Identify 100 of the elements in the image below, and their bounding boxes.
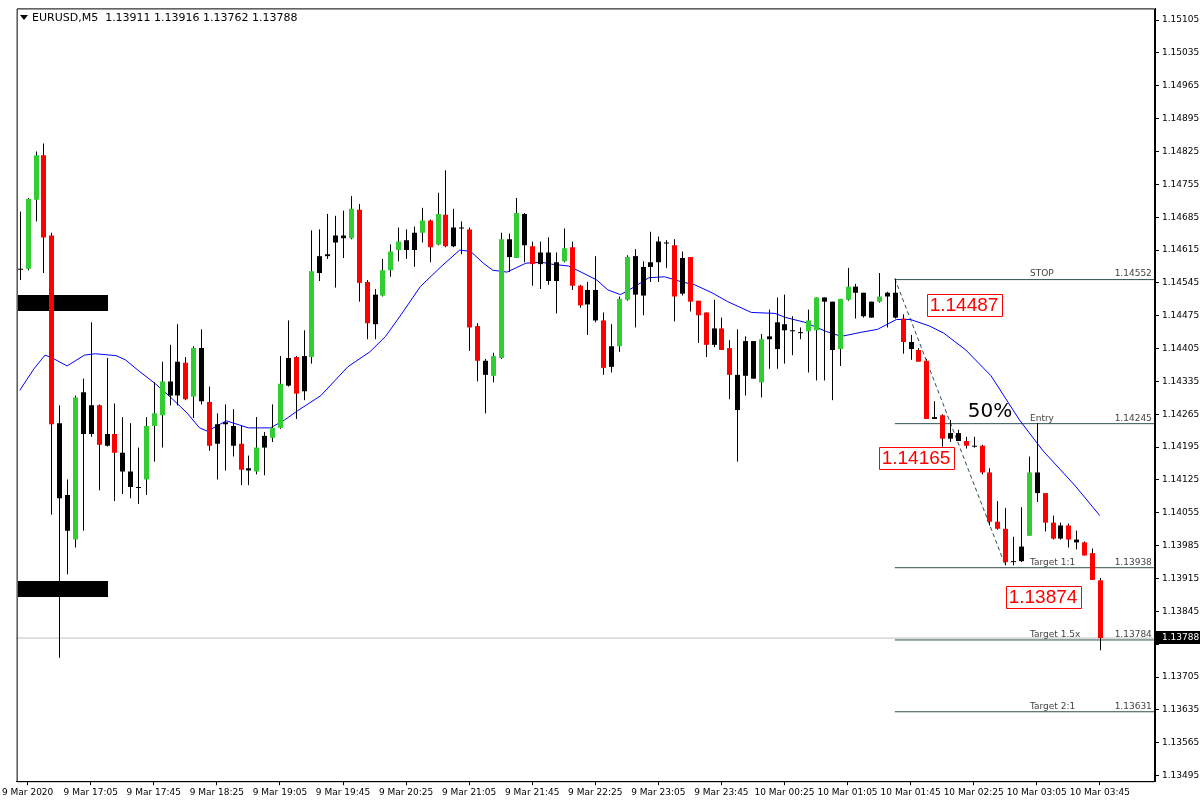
y-tick-label: 1.14055 (1162, 507, 1200, 518)
annotation: 1.14165 (881, 447, 951, 469)
x-tick-label: 9 Mar 22:25 (568, 786, 623, 797)
annotation: 1.14245 (1114, 412, 1152, 423)
x-tick-label: 9 Mar 21:45 (505, 786, 560, 797)
x-tick-label: 9 Mar 18:25 (189, 786, 245, 797)
candlestick (609, 323, 614, 374)
x-tick-label: 9 Mar 23:05 (631, 786, 686, 797)
candlestick (270, 403, 275, 443)
candlestick (262, 431, 267, 476)
candlestick (136, 447, 141, 505)
candlestick (782, 294, 787, 365)
y-tick-label: 1.13705 (1162, 671, 1200, 682)
candlestick (901, 313, 906, 355)
x-tick-label: 9 Mar 23:45 (694, 786, 749, 797)
candlestick (995, 500, 1000, 531)
candlestick (972, 436, 977, 449)
candlestick (877, 272, 882, 304)
x-tick-label: 10 Mar 03:45 (1069, 786, 1130, 797)
x-tick-label: 9 Mar 17:05 (63, 786, 118, 797)
candlestick (554, 251, 559, 314)
annotation: 1.14487 (929, 294, 999, 316)
candlestick (538, 241, 543, 290)
candlestick (388, 243, 393, 278)
candlestick (712, 299, 717, 348)
candlestick (420, 207, 425, 244)
candlestick (223, 403, 228, 472)
candlestick (112, 402, 117, 502)
y-tick-label: 1.14965 (1162, 80, 1200, 91)
annotation: 1.13938 (1114, 556, 1153, 567)
y-tick-label: 1.15035 (1162, 47, 1200, 58)
candlestick (585, 281, 590, 336)
y-tick-label: 1.14825 (1162, 145, 1200, 156)
chart-title: EURUSD,M5 1.13911 1.13916 1.13762 1.13788 (32, 11, 298, 24)
candlestick (798, 326, 803, 340)
candlestick (1035, 422, 1040, 503)
candlestick (948, 419, 953, 443)
x-tick-label: 10 Mar 01:45 (880, 786, 941, 797)
series-label: Target 1.5x (1029, 628, 1082, 639)
x-tick-label: 9 Mar 2020 (1, 786, 54, 797)
y-tick-label: 1.14265 (1162, 408, 1200, 419)
candlestick (648, 231, 653, 283)
candlestick (1066, 523, 1071, 549)
candlestick (1019, 506, 1024, 563)
candlestick (120, 416, 125, 495)
candlestick (231, 408, 236, 457)
candlestick (696, 300, 701, 344)
candlestick (483, 358, 488, 414)
y-tick-label: 1.14755 (1162, 178, 1200, 189)
candlestick (846, 267, 851, 302)
y-tick-label: 1.14685 (1162, 211, 1200, 222)
y-tick-label: 1.14615 (1162, 244, 1200, 255)
candlestick (459, 220, 464, 255)
candlestick (254, 416, 259, 475)
annotation: 1.13874 (1008, 586, 1078, 608)
candlestick (451, 208, 456, 248)
y-tick-label: 1.14335 (1162, 375, 1200, 386)
candlestick (333, 215, 338, 289)
candlestick (822, 296, 827, 381)
annotation: 1.13631 (1114, 700, 1152, 711)
candlestick (396, 227, 401, 262)
series-label: Target 2:1 (1029, 700, 1076, 711)
y-tick-label: 1.13788 (1162, 632, 1200, 643)
candlestick (215, 412, 220, 480)
series-label: STOP (1030, 268, 1055, 279)
series-label: Target 1:1 (1029, 556, 1076, 567)
x-tick-label: 10 Mar 00:25 (754, 786, 815, 797)
series-label: Entry (1030, 412, 1055, 423)
candlestick (806, 309, 811, 374)
candlestick (1011, 536, 1016, 566)
candlestick (105, 357, 110, 448)
candlestick (767, 309, 772, 370)
y-tick-label: 1.14475 (1162, 310, 1200, 321)
candlestick (530, 241, 535, 287)
y-tick-label: 1.14125 (1162, 474, 1200, 485)
candlestick (790, 315, 795, 356)
y-tick-label: 1.13565 (1162, 737, 1200, 748)
candlestick (853, 283, 858, 320)
candlestick (719, 317, 724, 351)
candlestick (909, 334, 914, 361)
x-tick-label: 9 Mar 19:05 (252, 786, 308, 797)
x-tick-label: 10 Mar 03:05 (1006, 786, 1067, 797)
annotation: 1.14552 (1114, 268, 1152, 279)
y-tick-label: 1.13985 (1162, 540, 1200, 550)
candlestick (317, 228, 322, 282)
annotation: 50% (967, 398, 1013, 423)
y-tick-label: 1.13495 (1162, 769, 1200, 780)
candlestick (578, 284, 583, 309)
candlestick (656, 235, 661, 283)
x-tick-label: 9 Mar 19:45 (315, 786, 371, 797)
x-tick-label: 9 Mar 20:25 (378, 786, 434, 797)
candlestick (404, 228, 409, 260)
x-tick-label: 9 Mar 17:45 (126, 786, 181, 797)
x-tick-label: 10 Mar 01:05 (817, 786, 878, 797)
candlestick (246, 455, 251, 486)
candlestick (128, 422, 133, 499)
candlestick (664, 239, 669, 269)
y-tick-label: 1.15105 (1162, 14, 1200, 25)
y-tick-label: 1.13845 (1162, 605, 1200, 616)
candlestick (168, 344, 173, 406)
